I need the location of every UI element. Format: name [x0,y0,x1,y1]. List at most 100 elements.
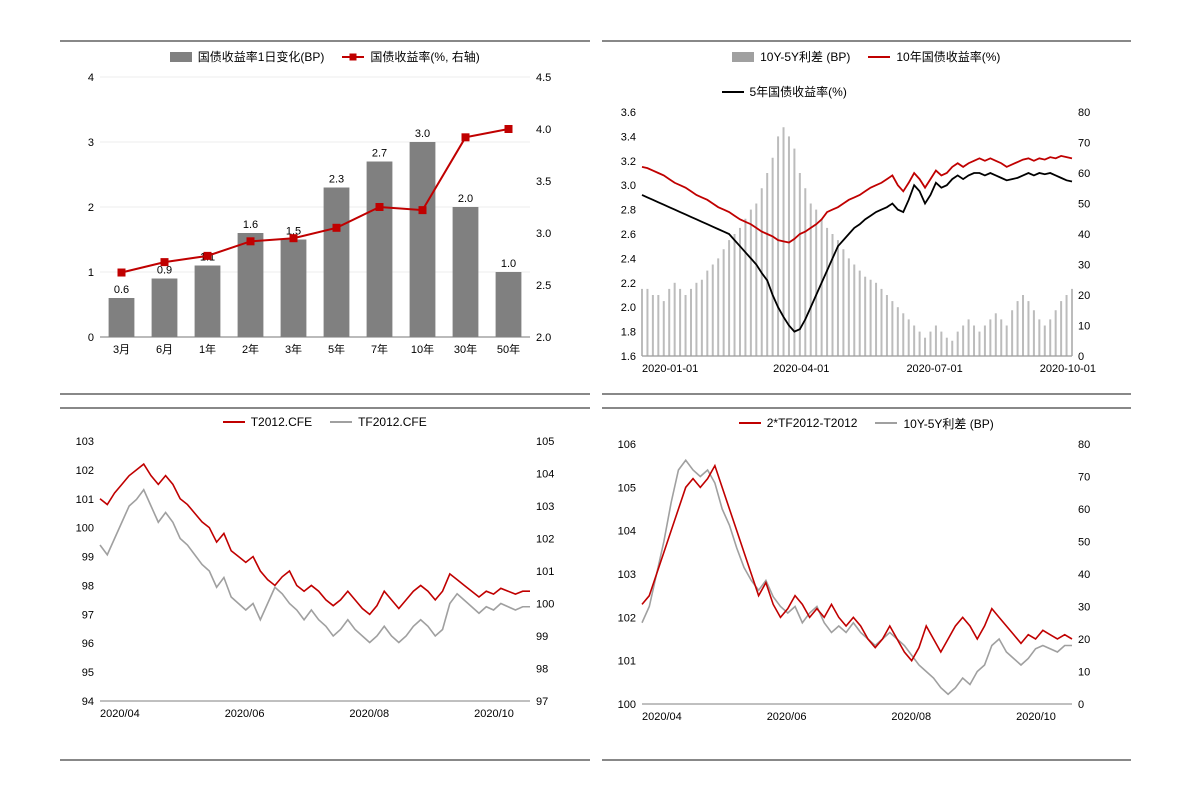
svg-text:2.6: 2.6 [620,229,635,241]
svg-text:40: 40 [1078,229,1090,241]
svg-text:70: 70 [1078,471,1090,483]
legend-item: 10年国债收益率(%) [868,48,1000,65]
svg-text:98: 98 [82,580,94,592]
svg-text:101: 101 [536,566,554,578]
svg-text:50: 50 [1078,199,1090,211]
svg-text:10: 10 [1078,666,1090,678]
svg-text:3.6: 3.6 [620,107,635,119]
line-swatch [330,421,352,423]
svg-text:99: 99 [536,631,548,643]
svg-text:30: 30 [1078,601,1090,613]
line-swatch [223,421,245,423]
svg-text:102: 102 [617,612,635,624]
svg-text:60: 60 [1078,504,1090,516]
svg-text:101: 101 [617,655,635,667]
svg-text:94: 94 [82,696,94,708]
svg-text:4.0: 4.0 [536,124,551,136]
svg-text:1.6: 1.6 [243,219,258,231]
svg-text:103: 103 [536,501,554,513]
svg-text:3.0: 3.0 [620,180,635,192]
svg-text:2020/08: 2020/08 [891,711,931,723]
line-swatch [868,56,890,58]
bar-swatch [170,52,192,62]
svg-text:99: 99 [82,551,94,563]
svg-text:101: 101 [76,493,94,505]
svg-text:95: 95 [82,667,94,679]
legend-label: 10Y-5Y利差 (BP) [760,48,850,65]
legend-label: 10Y-5Y利差 (BP) [903,415,993,432]
svg-text:2020/04: 2020/04 [642,711,682,723]
legend-4: 2*TF2012-T2012 10Y-5Y利差 (BP) [602,409,1132,434]
svg-text:2.8: 2.8 [620,205,635,217]
chart-panel-1: 国债收益率1日变化(BP) 国债收益率(%, 右轴) 0 1 2 3 4 2.0 2.5 3.… [60,40,590,395]
legend-3: T2012.CFE TF2012.CFE [60,409,590,431]
line-swatch [342,56,364,58]
svg-text:2020-10-01: 2020-10-01 [1039,363,1095,375]
svg-text:2020-07-01: 2020-07-01 [906,363,962,375]
legend-label: 国债收益率(%, 右轴) [370,48,479,65]
legend-label: 2*TF2012-T2012 [767,416,858,430]
svg-text:1.8: 1.8 [620,327,635,339]
legend-2: 10Y-5Y利差 (BP) 10年国债收益率(%) 5年国债收益率(%) [602,42,1132,102]
svg-text:3: 3 [88,137,94,149]
svg-text:1: 1 [88,267,94,279]
svg-text:0: 0 [1078,351,1084,363]
legend-item: 10Y-5Y利差 (BP) [732,48,850,65]
svg-text:2020/04: 2020/04 [100,708,140,720]
chart-3-svg: 9495969798991001011021039798991001011021… [60,431,570,731]
svg-text:30: 30 [1078,260,1090,272]
svg-text:70: 70 [1078,138,1090,150]
svg-text:3.0: 3.0 [415,128,430,140]
svg-text:100: 100 [536,598,554,610]
svg-text:2020/10: 2020/10 [474,708,514,720]
legend-label: TF2012.CFE [358,415,427,429]
svg-text:2: 2 [88,202,94,214]
line-swatch [722,91,744,93]
svg-text:7年: 7年 [371,342,388,356]
svg-text:40: 40 [1078,569,1090,581]
svg-text:2.0: 2.0 [620,302,635,314]
bar-swatch [732,52,754,62]
svg-text:2020/06: 2020/06 [225,708,265,720]
svg-text:2.5: 2.5 [536,280,551,292]
svg-text:105: 105 [617,482,635,494]
svg-text:2.7: 2.7 [372,148,387,160]
legend-item: TF2012.CFE [330,415,427,429]
svg-text:30年: 30年 [454,342,477,356]
svg-text:50年: 50年 [497,342,520,356]
svg-text:1年: 1年 [199,342,216,356]
svg-text:80: 80 [1078,439,1090,451]
svg-text:2020/08: 2020/08 [349,708,389,720]
svg-text:2020-01-01: 2020-01-01 [642,363,698,375]
svg-text:3.4: 3.4 [620,131,635,143]
svg-text:96: 96 [82,638,94,650]
svg-text:100: 100 [617,699,635,711]
svg-text:105: 105 [536,436,554,448]
svg-text:60: 60 [1078,168,1090,180]
svg-text:5年: 5年 [328,342,345,356]
svg-text:50: 50 [1078,536,1090,548]
svg-text:97: 97 [536,696,548,708]
svg-text:3.0: 3.0 [536,228,551,240]
line-swatch [875,422,897,424]
svg-text:3月: 3月 [113,344,130,356]
svg-text:6月: 6月 [156,344,173,356]
svg-text:2.2: 2.2 [620,278,635,290]
chart-panel-2: 10Y-5Y利差 (BP) 10年国债收益率(%) 5年国债收益率(%) 1.6… [602,40,1132,395]
legend-item: 2*TF2012-T2012 [739,416,858,430]
chart-1-svg: 012342.02.53.03.54.04.50.63月0.96月1.11年1.… [60,67,570,367]
svg-text:97: 97 [82,609,94,621]
svg-text:4: 4 [88,72,94,84]
legend-label: 5年国债收益率(%) [750,83,847,100]
svg-text:2.0: 2.0 [458,193,473,205]
svg-text:0: 0 [88,332,94,344]
svg-text:104: 104 [536,468,554,480]
svg-text:4.5: 4.5 [536,72,551,84]
svg-text:106: 106 [617,439,635,451]
svg-text:2020/10: 2020/10 [1016,711,1056,723]
svg-text:1.0: 1.0 [501,258,516,270]
svg-text:103: 103 [76,436,94,448]
svg-text:2年: 2年 [242,342,259,356]
svg-text:100: 100 [76,522,94,534]
legend-item: 国债收益率1日变化(BP) [170,48,325,65]
